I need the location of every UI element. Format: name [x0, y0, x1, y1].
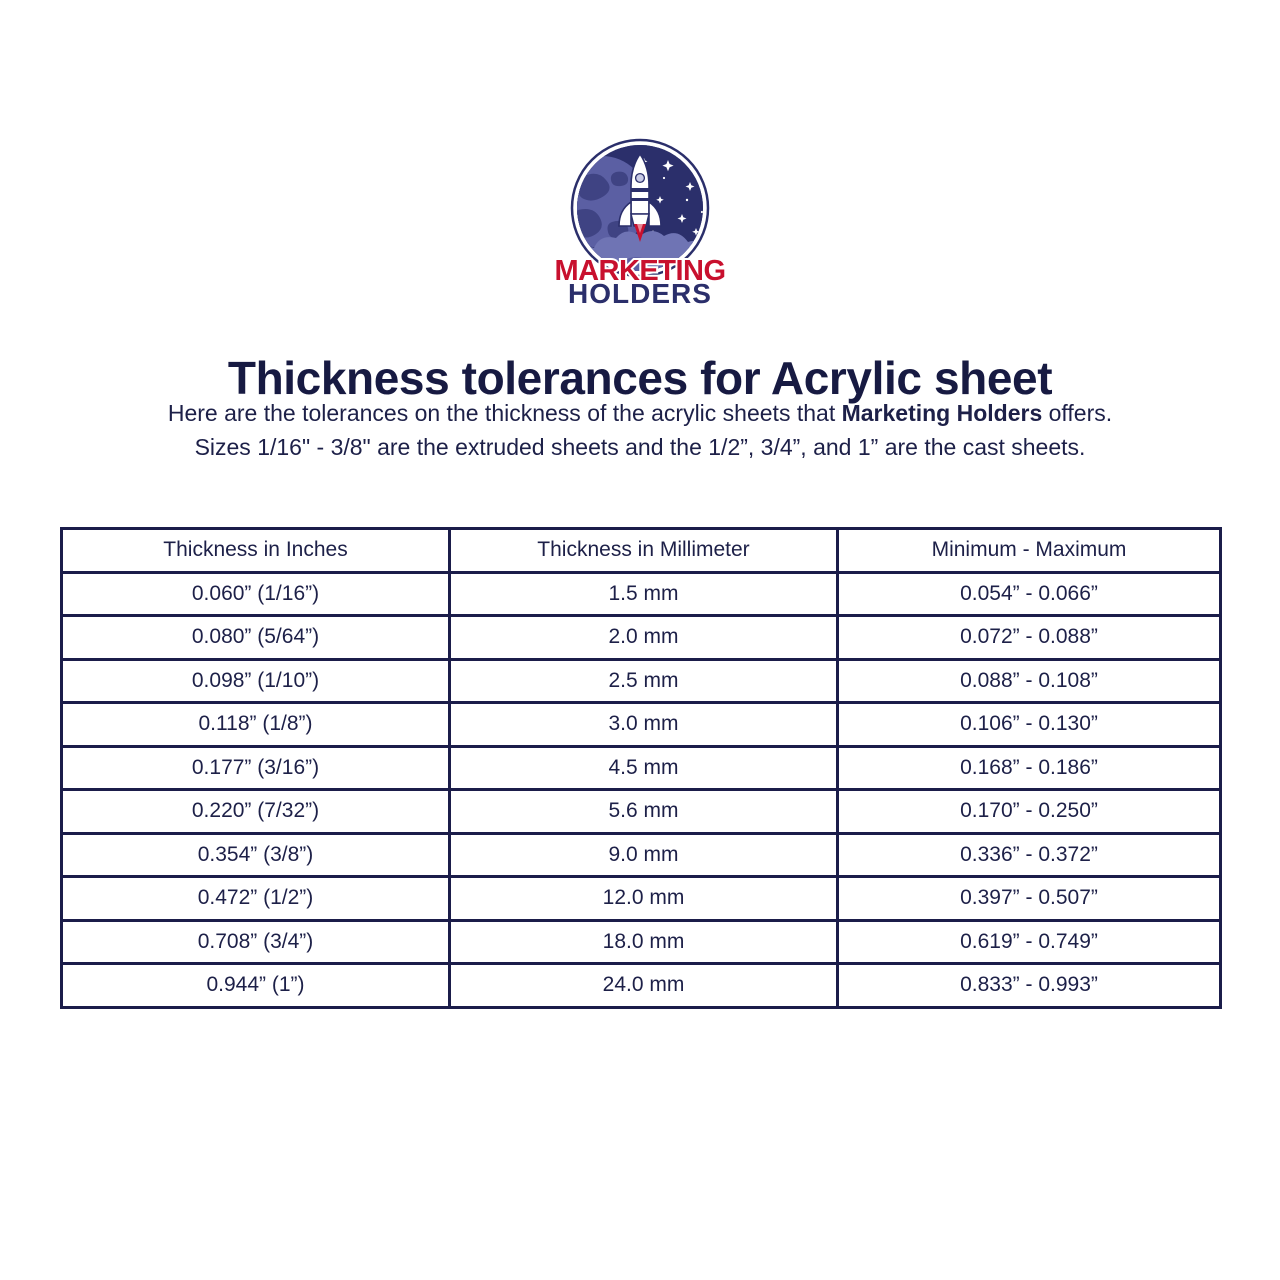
cell-millimeter: 2.0 mm — [448, 614, 839, 661]
cell-min-max: 0.833” - 0.993” — [836, 962, 1222, 1009]
table-head: Thickness in Inches Thickness in Millime… — [60, 527, 1222, 574]
logo-brand-line2: HOLDERS — [568, 278, 712, 309]
table-row: 0.118” (1/8”) 3.0 mm 0.106” - 0.130” — [60, 701, 1222, 748]
cell-min-max: 0.336” - 0.372” — [836, 831, 1222, 878]
cell-millimeter: 12.0 mm — [448, 875, 839, 922]
column-header-millimeter: Thickness in Millimeter — [448, 527, 839, 574]
cell-millimeter: 4.5 mm — [448, 744, 839, 791]
cell-inches: 0.080” (5/64”) — [60, 614, 451, 661]
tolerance-table: Thickness in Inches Thickness in Millime… — [60, 527, 1222, 1009]
cell-millimeter: 24.0 mm — [448, 962, 839, 1009]
cell-min-max: 0.170” - 0.250” — [836, 788, 1222, 835]
cell-inches: 0.060” (1/16”) — [60, 570, 451, 617]
subtitle-line-2: Sizes 1/16" - 3/8" are the extruded shee… — [194, 434, 1086, 460]
cell-min-max: 0.054” - 0.066” — [836, 570, 1222, 617]
cell-inches: 0.118” (1/8”) — [60, 701, 451, 748]
logo-brand-line1: MARKETING — [554, 255, 725, 287]
table-row: 0.060” (1/16”) 1.5 mm 0.054” - 0.066” — [60, 570, 1222, 617]
subtitle-text-after: offers. — [1042, 400, 1113, 426]
cell-inches: 0.708” (3/4”) — [60, 918, 451, 965]
column-header-inches: Thickness in Inches — [60, 527, 451, 574]
cell-min-max: 0.619” - 0.749” — [836, 918, 1222, 965]
cell-millimeter: 1.5 mm — [448, 570, 839, 617]
table-body: 0.060” (1/16”) 1.5 mm 0.054” - 0.066” 0.080… — [60, 570, 1222, 1009]
cell-millimeter: 18.0 mm — [448, 918, 839, 965]
cell-min-max: 0.397” - 0.507” — [836, 875, 1222, 922]
cell-millimeter: 5.6 mm — [448, 788, 839, 835]
cell-millimeter: 3.0 mm — [448, 701, 839, 748]
tolerance-table-container: Thickness in Inches Thickness in Millime… — [60, 527, 1222, 1009]
page-title: Thickness tolerances for Acrylic sheet — [227, 351, 1053, 404]
table-row: 0.098” (1/10”) 2.5 mm 0.088” - 0.108” — [60, 657, 1222, 704]
page-subtitle: Here are the tolerances on the thickness… — [0, 396, 1280, 464]
cell-min-max: 0.072” - 0.088” — [836, 614, 1222, 661]
subtitle-brand-emphasis: Marketing Holders — [841, 400, 1043, 426]
cell-inches: 0.944” (1”) — [60, 962, 451, 1009]
logo-container: MARKETING HOLDERS — [0, 136, 1280, 311]
cell-min-max: 0.088” - 0.108” — [836, 657, 1222, 704]
subtitle-line-1: Here are the tolerances on the thickness… — [0, 396, 1280, 430]
table-row: 0.177” (3/16”) 4.5 mm 0.168” - 0.186” — [60, 744, 1222, 791]
column-header-min-max: Minimum - Maximum — [836, 527, 1222, 574]
logo-artwork: MARKETING HOLDERS — [552, 138, 728, 311]
cell-min-max: 0.106” - 0.130” — [836, 701, 1222, 748]
table-row: 0.354” (3/8”) 9.0 mm 0.336” - 0.372” — [60, 831, 1222, 878]
table-row: 0.944” (1”) 24.0 mm 0.833” - 0.993” — [60, 962, 1222, 1009]
cell-inches: 0.472” (1/2”) — [60, 875, 451, 922]
table-header-row: Thickness in Inches Thickness in Millime… — [60, 527, 1222, 574]
table-row: 0.708” (3/4”) 18.0 mm 0.619” - 0.749” — [60, 918, 1222, 965]
table-row: 0.472” (1/2”) 12.0 mm 0.397” - 0.507” — [60, 875, 1222, 922]
cell-inches: 0.220” (7/32”) — [60, 788, 451, 835]
cell-millimeter: 2.5 mm — [448, 657, 839, 704]
cell-millimeter: 9.0 mm — [448, 831, 839, 878]
cell-inches: 0.354” (3/8”) — [60, 831, 451, 878]
cell-min-max: 0.168” - 0.186” — [836, 744, 1222, 791]
marketing-holders-logo: MARKETING HOLDERS — [540, 136, 740, 311]
cell-inches: 0.177” (3/16”) — [60, 744, 451, 791]
subtitle-text-before: Here are the tolerances on the thickness… — [167, 400, 842, 426]
cell-inches: 0.098” (1/10”) — [60, 657, 451, 704]
table-row: 0.220” (7/32”) 5.6 mm 0.170” - 0.250” — [60, 788, 1222, 835]
table-row: 0.080” (5/64”) 2.0 mm 0.072” - 0.088” — [60, 614, 1222, 661]
